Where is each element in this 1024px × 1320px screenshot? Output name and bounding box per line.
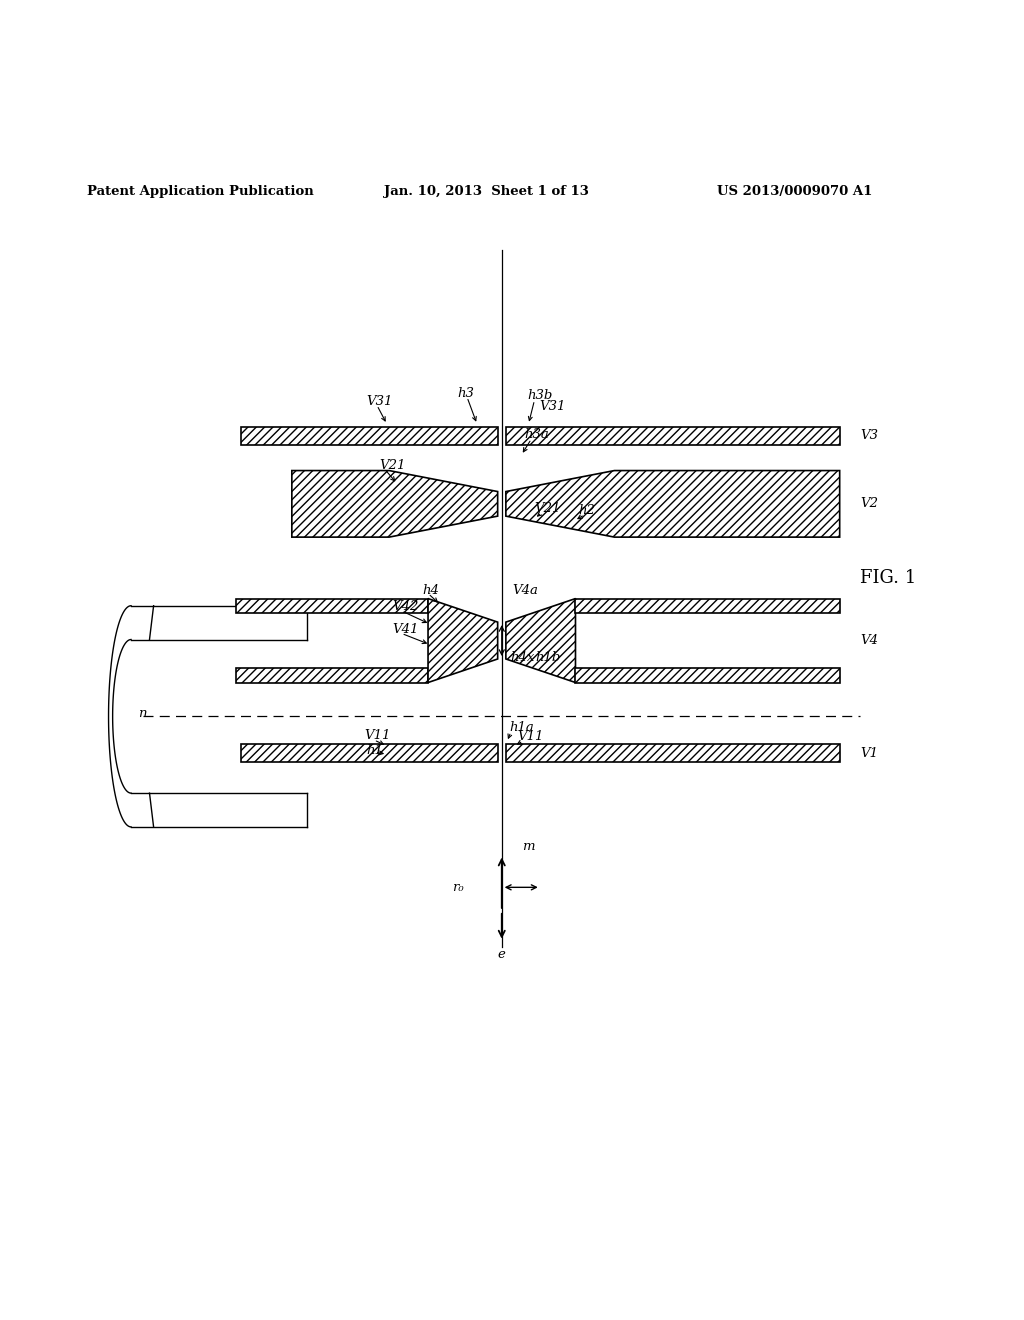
Text: m: m bbox=[522, 840, 535, 853]
Text: h1a: h1a bbox=[509, 721, 534, 734]
Text: V42: V42 bbox=[392, 601, 419, 614]
Text: h4x: h4x bbox=[510, 652, 535, 664]
Text: Jan. 10, 2013  Sheet 1 of 13: Jan. 10, 2013 Sheet 1 of 13 bbox=[384, 185, 589, 198]
Text: h1: h1 bbox=[367, 743, 383, 756]
Text: V1: V1 bbox=[860, 747, 879, 760]
Text: V4a: V4a bbox=[512, 583, 538, 597]
Bar bbox=[506, 744, 840, 763]
Text: h1b: h1b bbox=[536, 652, 561, 664]
Text: r₀: r₀ bbox=[453, 880, 464, 894]
Text: FIG. 1: FIG. 1 bbox=[860, 569, 916, 587]
Text: V41: V41 bbox=[392, 623, 419, 636]
Polygon shape bbox=[506, 470, 840, 537]
Text: V11: V11 bbox=[517, 730, 544, 743]
Polygon shape bbox=[506, 598, 575, 682]
Text: e: e bbox=[498, 948, 506, 961]
Text: h4: h4 bbox=[422, 583, 438, 597]
Polygon shape bbox=[575, 668, 840, 682]
Text: h3a: h3a bbox=[524, 428, 549, 441]
Text: US 2013/0009070 A1: US 2013/0009070 A1 bbox=[717, 185, 872, 198]
Bar bbox=[241, 426, 498, 445]
Polygon shape bbox=[575, 598, 840, 612]
Text: V4: V4 bbox=[860, 634, 879, 647]
Text: V3: V3 bbox=[860, 429, 879, 442]
Text: V21: V21 bbox=[379, 459, 406, 473]
Polygon shape bbox=[236, 668, 428, 682]
Polygon shape bbox=[292, 470, 498, 537]
Text: n: n bbox=[138, 706, 146, 719]
Bar bbox=[506, 426, 840, 445]
Text: h3b: h3b bbox=[527, 389, 553, 403]
Text: V21: V21 bbox=[535, 502, 561, 515]
Text: Patent Application Publication: Patent Application Publication bbox=[87, 185, 313, 198]
Text: h2: h2 bbox=[579, 504, 595, 517]
Bar bbox=[241, 744, 498, 763]
Text: V31: V31 bbox=[540, 400, 566, 413]
Text: h3: h3 bbox=[458, 387, 474, 400]
Text: V11: V11 bbox=[365, 729, 391, 742]
Polygon shape bbox=[236, 598, 428, 612]
Text: V2: V2 bbox=[860, 498, 879, 511]
Polygon shape bbox=[428, 598, 498, 682]
Text: V31: V31 bbox=[367, 396, 393, 408]
